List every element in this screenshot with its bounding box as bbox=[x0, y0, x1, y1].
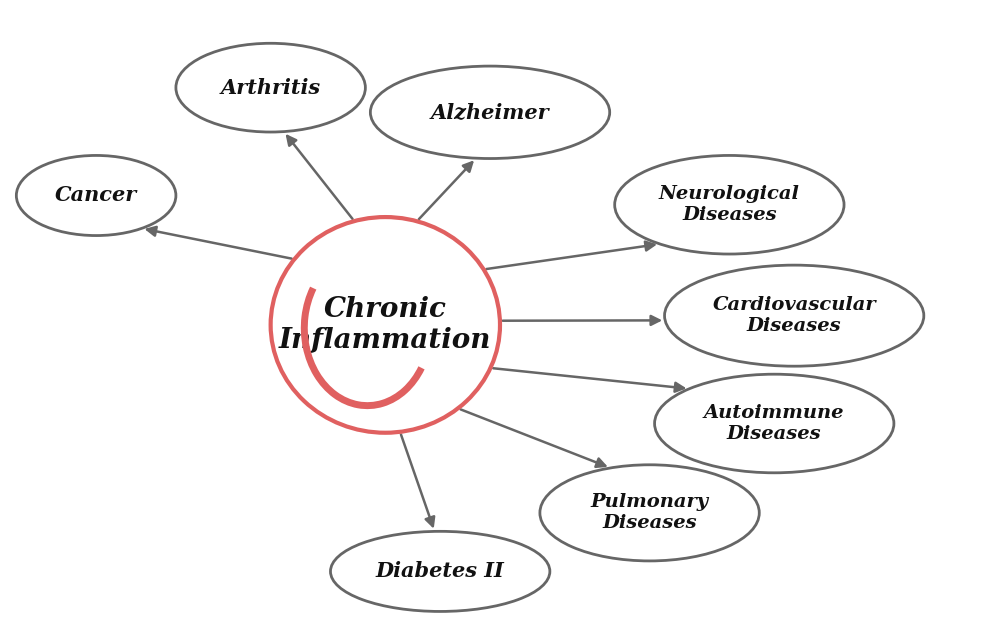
Text: Cardiovascular
Diseases: Cardiovascular Diseases bbox=[712, 297, 876, 335]
Text: Cancer: Cancer bbox=[55, 186, 137, 206]
Text: Neurological
Diseases: Neurological Diseases bbox=[659, 185, 800, 224]
Text: Chronic
Inflammation: Chronic Inflammation bbox=[279, 296, 492, 354]
Text: Alzheimer: Alzheimer bbox=[431, 102, 549, 123]
Text: Autoimmune
Diseases: Autoimmune Diseases bbox=[704, 404, 844, 443]
Text: Pulmonary
Diseases: Pulmonary Diseases bbox=[591, 493, 709, 532]
Text: Diabetes II: Diabetes II bbox=[376, 561, 505, 581]
Text: Arthritis: Arthritis bbox=[221, 77, 321, 98]
